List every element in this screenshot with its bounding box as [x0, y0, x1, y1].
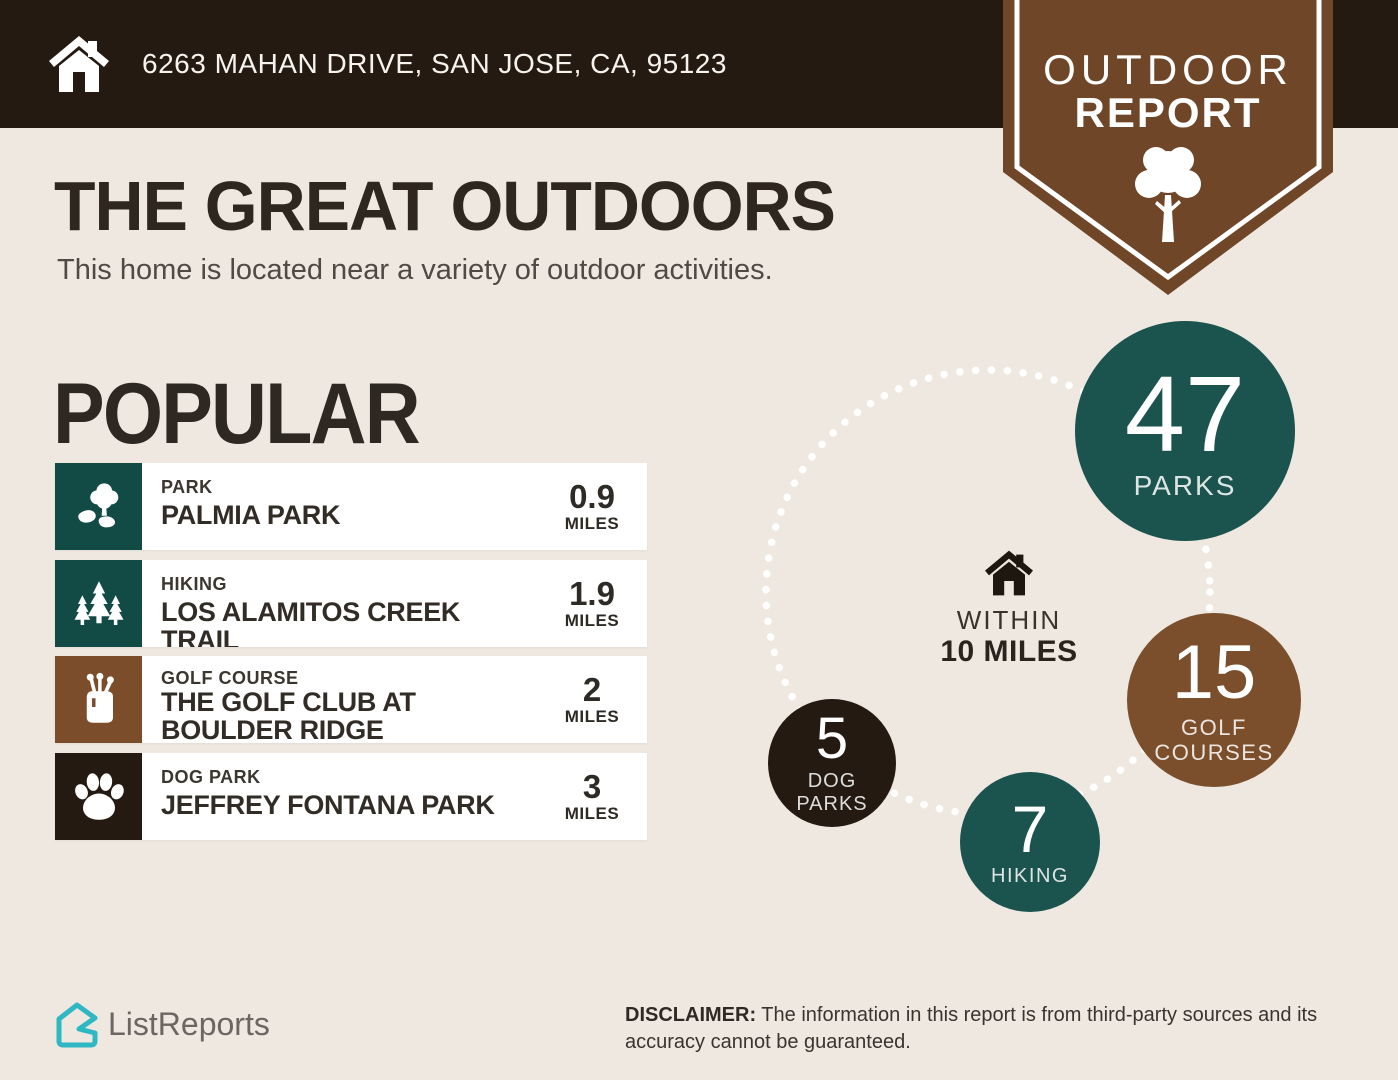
item-name: PALMIA PARK: [161, 500, 341, 530]
item-name: JEFFREY FONTANA PARK: [161, 790, 495, 820]
home-icon: [49, 36, 109, 92]
stat-label: GOLF COURSES: [1154, 714, 1274, 765]
item-distance-unit: MILES: [564, 706, 620, 726]
park-icon: [77, 482, 118, 527]
stat-label: PARKS: [1133, 469, 1237, 501]
badge-title-line1: OUTDOOR: [1043, 46, 1293, 93]
item-category: GOLF COURSE: [161, 668, 299, 688]
page-title: THE GREAT OUTDOORS: [54, 167, 836, 245]
list-item-park: PARK PALMIA PARK 0.9 MILES: [55, 463, 647, 550]
item-distance-unit: MILES: [564, 610, 620, 630]
list-item-hiking: HIKING LOS ALAMITOS CREEK TRAIL 1.9 MILE…: [55, 560, 647, 647]
stat-circle-parks: 47 PARKS: [1075, 321, 1295, 541]
stat-circle-golf-courses: 15 GOLF COURSES: [1127, 613, 1301, 787]
golf-bag-icon: [86, 672, 114, 723]
listreports-logo-icon: [56, 1002, 98, 1048]
disclaimer-label: DISCLAIMER:: [625, 1004, 757, 1026]
stat-circle-hiking: 7 HIKING: [960, 772, 1100, 912]
item-distance: 2: [582, 670, 602, 708]
outdoor-report-badge: OUTDOOR REPORT: [1003, 0, 1333, 298]
item-distance: 1.9: [569, 574, 615, 612]
item-distance: 3: [582, 767, 602, 805]
stat-value: 7: [1011, 792, 1049, 866]
stat-value: 47: [1124, 352, 1246, 474]
item-category: PARK: [161, 477, 213, 497]
badge-ribbon: [1003, 0, 1333, 295]
property-address: 6263 MAHAN DRIVE, SAN JOSE, CA, 95123: [142, 48, 727, 79]
disclaimer-text: DISCLAIMER: The information in this repo…: [625, 1004, 1318, 1053]
stat-circle-dog-parks: 5 DOG PARKS: [768, 699, 896, 827]
popular-heading: POPULAR: [53, 366, 421, 462]
home-icon: [985, 550, 1033, 596]
brand-name: ListReports: [108, 1006, 270, 1042]
page-subtitle: This home is located near a variety of o…: [57, 254, 773, 286]
pine-trees-icon: [74, 580, 123, 625]
item-name: THE GOLF CLUB AT BOULDER RIDGE: [161, 687, 416, 743]
stat-label: DOG PARKS: [796, 770, 868, 815]
item-distance-unit: MILES: [564, 803, 620, 823]
stat-value: 5: [815, 706, 849, 771]
item-distance: 0.9: [569, 477, 615, 515]
stat-value: 15: [1171, 629, 1257, 715]
tree-icon: [1135, 147, 1201, 242]
badge-title-line2: REPORT: [1074, 89, 1262, 136]
list-item-dog-park: DOG PARK JEFFREY FONTANA PARK 3 MILES: [55, 753, 647, 840]
list-item-golf: GOLF COURSE THE GOLF CLUB AT BOULDER RID…: [55, 656, 647, 743]
stat-label: HIKING: [991, 865, 1069, 887]
item-category: HIKING: [161, 574, 227, 594]
radius-label-line2: 10 MILES: [940, 635, 1078, 668]
item-distance-unit: MILES: [564, 513, 620, 533]
paw-icon: [74, 772, 124, 820]
item-name: LOS ALAMITOS CREEK TRAIL: [161, 597, 461, 647]
item-category: DOG PARK: [161, 767, 261, 787]
radius-label-line1: WITHIN: [956, 605, 1062, 635]
